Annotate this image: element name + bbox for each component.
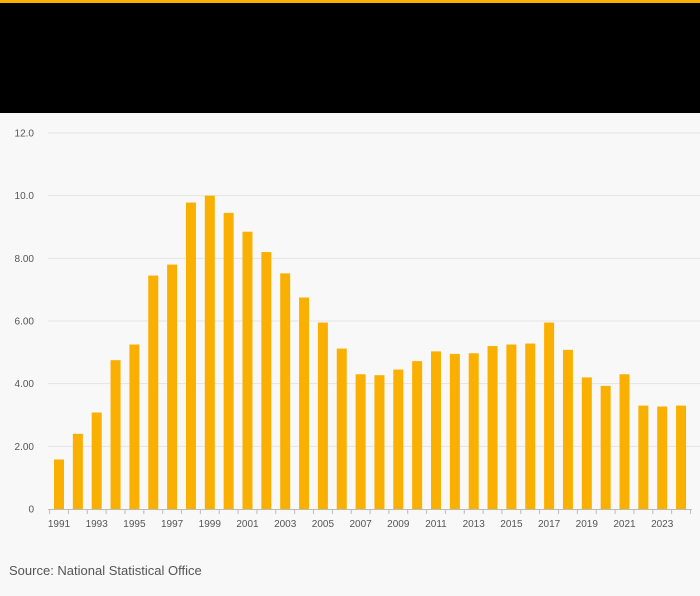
header-band [0,3,700,113]
bar-2023 [657,406,668,509]
x-tick-label: 1997 [161,519,184,530]
bar-2016 [525,343,536,509]
bar-2000 [223,212,234,509]
bar-2022 [638,405,649,509]
bar-2004 [299,297,310,509]
bar-1992 [72,433,83,509]
x-tick-label: 1995 [123,519,146,530]
bar-2011 [431,351,441,509]
y-tick-label: 6.00 [15,317,35,328]
x-tick-label: 2005 [312,519,335,530]
bar-1991 [54,459,64,509]
y-tick-label: 4.00 [15,379,35,390]
x-tick-label: 2023 [651,519,674,530]
bar-2021 [619,374,630,509]
bar-1996 [148,275,159,509]
y-tick-label: 2.00 [15,442,35,453]
x-tick-label: 1999 [199,519,222,530]
x-tick-label: 2015 [500,519,523,530]
y-tick-label: 10.0 [15,191,35,202]
x-tick-label: 2001 [236,519,259,530]
x-tick-label: 2019 [576,519,599,530]
bar-1995 [129,344,140,509]
x-tick-label: 1993 [86,519,109,530]
x-tick-label: 2021 [613,519,636,530]
bar-2005 [317,322,328,509]
bar-2001 [242,231,253,509]
bar-1997 [167,264,178,509]
bar-1994 [110,360,121,509]
x-tick-label: 1991 [48,519,71,530]
bar-1993 [91,412,102,509]
bar-2006 [336,348,347,509]
bar-2009 [393,369,404,509]
bar-2002 [261,252,272,510]
x-tick-label: 2007 [349,519,372,530]
bar-2010 [412,361,423,509]
bar-2007 [355,374,366,509]
bar-2008 [374,375,385,509]
x-axis: 1991 1993 1995 1997 1999 2001 2003 2005 2007 2009… [48,509,692,530]
x-tick-label: 2011 [425,519,447,530]
source-note: Source: National Statistical Office [9,563,202,578]
top-accent-bar [0,0,700,3]
chart: 0 2.00 4.00 6.00 8.00 10.0 12.0 1991 1993 1995 19… [0,113,700,543]
bar-2019 [581,377,592,509]
y-tick-label: 8.00 [15,254,35,265]
bar-2012 [449,353,460,509]
x-tick-label: 2009 [387,519,410,530]
bar-2013 [468,353,479,509]
bars [54,195,687,510]
y-tick-label: 12.0 [15,129,35,140]
bar-1998 [185,202,196,509]
y-axis-ticks: 0 2.00 4.00 6.00 8.00 10.0 12.0 [15,129,35,516]
bar-2020 [600,385,611,509]
bar-2017 [544,322,555,509]
bar-2015 [506,344,517,509]
x-tick-label: 2003 [274,519,297,530]
y-tick-label: 0 [28,505,34,516]
bar-2024 [676,405,687,509]
x-tick-label: 2013 [463,519,486,530]
bar-2018 [562,349,573,509]
bar-2003 [280,273,291,509]
x-tick-label: 2017 [538,519,561,530]
bar-2014 [487,346,498,509]
bar-1999 [204,195,215,509]
